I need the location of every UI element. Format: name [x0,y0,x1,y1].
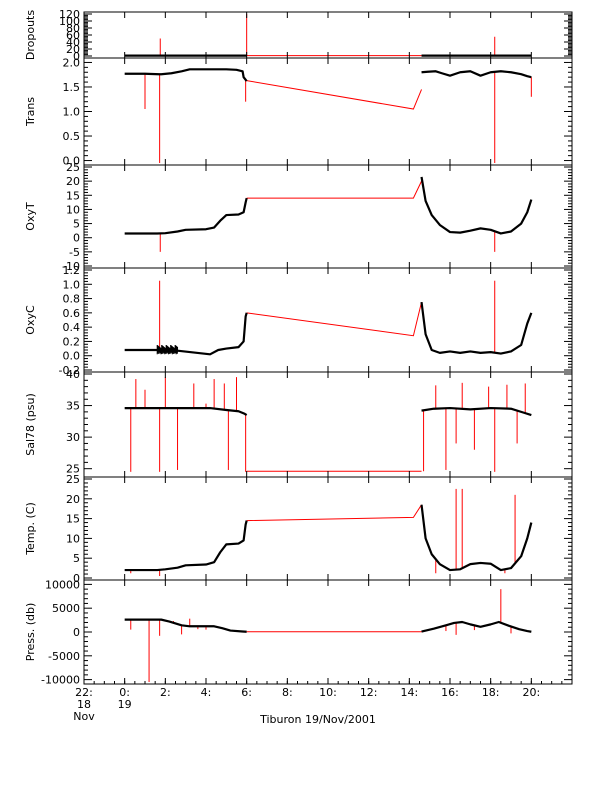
y-tick-label: -0.2 [59,364,80,377]
y-tick-label: 5 [73,552,80,565]
measured-series [420,302,533,355]
y-axis-label: OxyT [24,202,37,231]
measured-series [420,504,533,572]
y-tick-label: 0 [73,50,80,63]
x-tick-sublabel: 18 [77,698,91,711]
y-tick-label: 2.0 [63,56,81,69]
x-tick-label: 20: [522,686,540,699]
y-tick-label: 0.0 [63,350,81,363]
panel-7: -10000 -5000 0 5000 10000 Press. (db) [24,578,573,687]
y-tick-label: 15 [66,513,80,526]
y-tick-label: 0 [73,626,80,639]
y-tick-label: 1.0 [63,278,81,291]
gap-line [246,302,423,337]
y-tick-label: 60 [66,29,80,42]
x-tick-label: 0: [119,686,130,699]
x-tick-label: 16: [441,686,459,699]
y-tick-label: 0.6 [63,307,81,320]
y-tick-label: 0.2 [63,335,81,348]
x-tick-label: 22: [75,686,93,699]
y-tick-label: 20 [66,493,80,506]
y-tick-label: 0 [73,572,80,585]
y-tick-label: 10000 [45,578,80,591]
x-tick-label: 2: [160,686,171,699]
panel-4: -0.20.0 0.20.40.60.8 1.01.2 OxyC [24,264,573,377]
y-tick-label: 0 [73,232,80,245]
measured-series [421,70,532,79]
x-tick-label: 8: [282,686,293,699]
y-axis-label: Press. (db) [24,603,37,662]
y-tick-label: -10 [62,260,80,273]
y-tick-label: 20 [66,43,80,56]
x-tick-label: 18: [482,686,500,699]
y-tick-label: 15 [66,189,80,202]
y-tick-label: 25 [66,463,80,476]
y-tick-label: 0.8 [63,293,81,306]
y-axis-label: Dropouts [24,10,37,60]
y-tick-label: 100 [59,15,80,28]
y-tick-label: 25 [66,473,80,486]
y-tick-label: 1.2 [63,264,81,277]
measured-series [421,620,532,633]
y-tick-label: 40 [66,368,80,381]
measured-series [124,197,248,235]
y-tick-label: 40 [66,36,80,49]
measured-series [124,68,248,82]
measured-series [420,176,533,235]
x-tick-sublabel: 19 [118,698,132,711]
y-axis-label: Temp. (C) [24,502,37,556]
x-tick-label: 4: [201,686,212,699]
y-tick-label: 80 [66,22,80,35]
y-tick-label: 0.4 [63,321,81,334]
x-tick-label: 6: [241,686,252,699]
measured-series [124,312,248,356]
y-tick-label: -5 [69,246,80,259]
y-tick-label: 20 [66,175,80,188]
y-tick-label: 5000 [52,602,80,615]
measured-series [124,406,248,416]
y-tick-label: 5 [73,218,80,231]
panel-6: 0 5 10 15 20 25 Temp. (C) [24,473,573,585]
y-axis-label: OxyC [24,305,37,335]
y-tick-label: 1.0 [63,106,81,119]
x-tick-label: 12: [360,686,378,699]
figure-caption: Tiburon 19/Nov/2001 [259,713,376,726]
gap-line [246,180,422,199]
panel-2: 0.0 0.5 1.0 1.5 2.0 Trans [24,56,573,168]
panel-frame [83,164,573,269]
y-tick-label: 0.0 [63,155,81,168]
y-tick-label: 25 [66,161,80,174]
x-tick-sublabel: Nov [73,710,95,723]
panel-frame [83,267,573,373]
y-tick-label: 1.5 [63,81,81,94]
panel-5: 25 30 35 40 Sal78 (psu) [24,368,573,478]
y-tick-label: -5000 [48,650,80,663]
y-axis-label: Sal78 (psu) [24,393,37,456]
gap-line [246,504,422,522]
gap-line [246,80,422,110]
panel-frame [83,371,573,478]
panel-frame [83,11,573,59]
y-tick-label: 0.5 [63,130,81,143]
panel-frame [83,476,573,581]
y-tick-label: 120 [59,8,80,21]
x-tick-label: 10: [319,686,337,699]
y-tick-label: 35 [66,400,80,413]
y-axis-label: Trans [24,97,37,127]
panels-group: 020406080100120Dropouts0.00.51.01.52.0Tr… [24,8,573,687]
y-tick-label: -10000 [41,674,80,687]
measured-series [124,618,247,633]
y-tick-label: 10 [66,203,80,216]
measured-series [124,520,248,572]
y-tick-label: 30 [66,431,80,444]
x-tick-label: 14: [400,686,418,699]
y-tick-label: 10 [66,532,80,545]
measured-series [421,406,532,417]
